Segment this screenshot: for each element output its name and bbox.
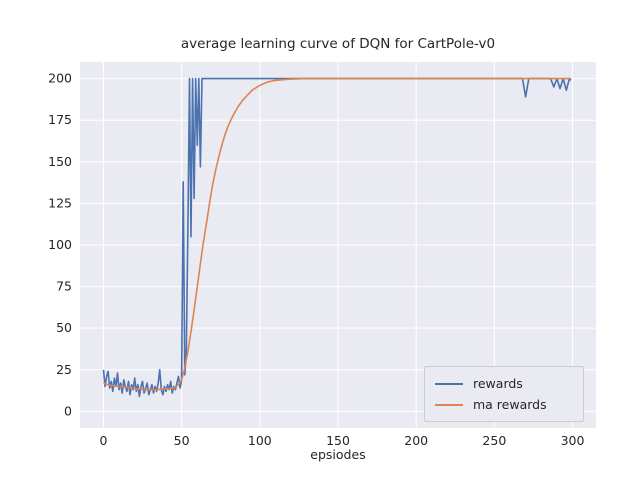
y-tick-label: 75 (56, 279, 72, 294)
x-tick-label: 250 (482, 433, 506, 448)
legend-entry-ma-rewards: ma rewards (435, 394, 573, 415)
legend-label-rewards: rewards (473, 376, 523, 391)
x-tick-label: 300 (561, 433, 585, 448)
ma-rewards-line-swatch (435, 403, 463, 406)
x-tick-label: 0 (99, 433, 107, 448)
y-tick-label: 25 (56, 362, 72, 377)
legend-label-ma-rewards: ma rewards (473, 397, 547, 412)
y-tick-label: 50 (56, 320, 72, 335)
x-tick-label: 100 (248, 433, 272, 448)
legend: rewards ma rewards (424, 366, 584, 422)
x-axis-label: epsiodes (310, 447, 366, 462)
series-line-ma-rewards (103, 77, 571, 391)
y-tick-label: 200 (48, 71, 72, 86)
y-tick-label: 150 (48, 154, 72, 169)
chart-title: average learning curve of DQN for CartPo… (180, 36, 496, 52)
y-tick-label: 175 (48, 112, 72, 127)
y-tick-label: 125 (48, 195, 72, 210)
y-tick-label: 100 (48, 237, 72, 252)
legend-entry-rewards: rewards (435, 373, 573, 394)
x-tick-label: 50 (174, 433, 190, 448)
y-tick-label: 0 (64, 403, 72, 418)
x-tick-label: 200 (404, 433, 428, 448)
x-tick-label: 150 (326, 433, 350, 448)
rewards-line-swatch (435, 382, 463, 385)
